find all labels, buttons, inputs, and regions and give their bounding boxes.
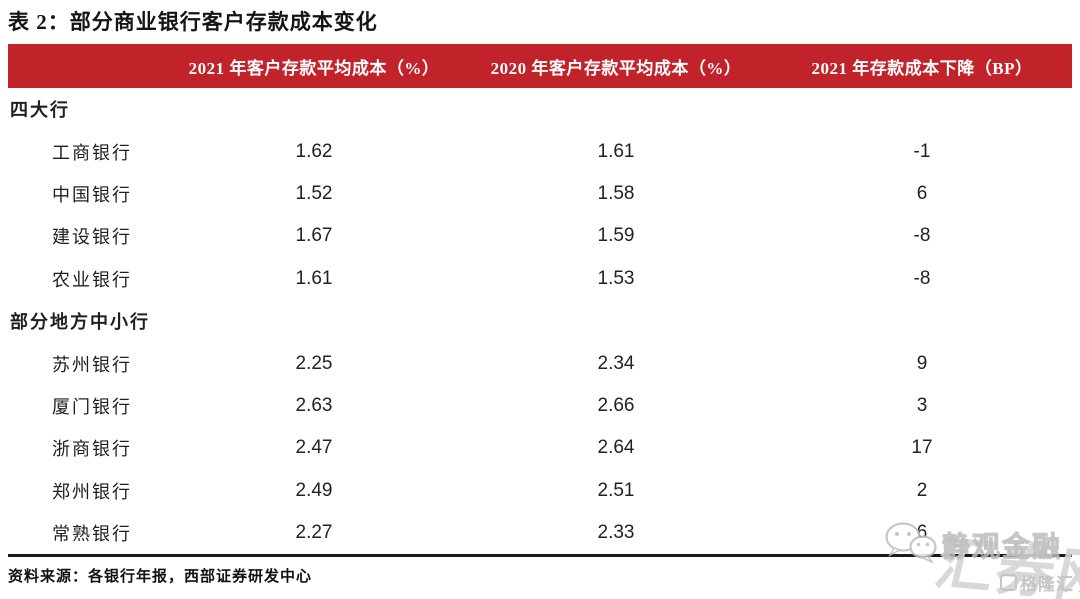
table-row: 浙商银行 2.47 2.64 17 — [8, 427, 1072, 469]
watermark-badge: 格隆汇 — [1000, 570, 1074, 595]
table-row: 常熟银行 2.27 2.33 6 — [8, 512, 1072, 554]
cost-2021: 2.49 — [295, 479, 333, 501]
bp-change: 6 — [916, 182, 928, 204]
bank-name: 苏州银行 — [52, 354, 132, 375]
cost-2021: 2.25 — [295, 352, 333, 374]
bp-change: 6 — [916, 522, 928, 544]
group-label: 四大行 — [10, 100, 70, 121]
badge-logo-icon — [1000, 574, 1017, 591]
bp-change: 2 — [916, 479, 928, 501]
bank-name: 郑州银行 — [52, 481, 132, 502]
table-group-row: 四大行 — [8, 88, 1072, 130]
bank-name: 建设银行 — [52, 227, 132, 248]
bp-change: 17 — [911, 437, 933, 459]
table-body: 四大行 工商银行 1.62 1.61 -1 中国银行 1.52 1.58 6 建… — [8, 88, 1072, 554]
table-row: 郑州银行 2.49 2.51 2 — [8, 470, 1072, 512]
table-row: 厦门银行 2.63 2.66 3 — [8, 385, 1072, 427]
cost-2020: 1.61 — [597, 140, 635, 162]
badge-label: 格隆汇 — [1020, 575, 1074, 594]
table-bottom-rule — [8, 554, 1072, 557]
bp-change: -8 — [913, 225, 931, 247]
cost-2021: 1.67 — [295, 225, 333, 247]
cost-2021: 2.63 — [295, 394, 333, 416]
cost-2020: 2.64 — [597, 437, 635, 459]
cost-2021: 1.61 — [295, 267, 333, 289]
cost-2020: 2.34 — [597, 352, 635, 374]
bank-name: 中国银行 — [52, 184, 132, 205]
bank-name: 农业银行 — [52, 269, 132, 290]
wechat-icon — [884, 521, 938, 568]
watermark-wechat-account-name: 静观金融 — [941, 531, 1063, 563]
cost-2020: 2.33 — [597, 522, 635, 544]
table-row: 农业银行 1.61 1.53 -8 — [8, 258, 1072, 300]
watermark-wechat: 静观金融 — [884, 521, 1062, 568]
bp-change: -1 — [913, 140, 931, 162]
table-group-row: 部分地方中小行 — [8, 300, 1072, 342]
cost-2021: 1.62 — [295, 140, 333, 162]
table-row: 中国银行 1.52 1.58 6 — [8, 173, 1072, 215]
bp-change: -8 — [913, 267, 931, 289]
cost-2021: 2.47 — [295, 437, 333, 459]
cost-2021: 1.52 — [295, 182, 333, 204]
cost-2020: 1.53 — [597, 267, 635, 289]
column-header-bp-decline: 2021 年存款成本下降（BP） — [811, 58, 1033, 78]
group-label: 部分地方中小行 — [10, 312, 150, 333]
cost-2020: 2.66 — [597, 394, 635, 416]
cost-2020: 2.51 — [597, 479, 635, 501]
table-row: 建设银行 1.67 1.59 -8 — [8, 215, 1072, 257]
column-header-2020-cost: 2020 年客户存款平均成本（%） — [490, 58, 742, 78]
bank-name: 常熟银行 — [52, 524, 132, 545]
table-title: 表 2：部分商业银行客户存款成本变化 — [8, 10, 378, 34]
source-note: 资料来源：各银行年报，西部证券研发中心 — [8, 569, 313, 585]
table-row: 苏州银行 2.25 2.34 9 — [8, 342, 1072, 384]
cost-2020: 1.59 — [597, 225, 635, 247]
bp-change: 3 — [916, 394, 928, 416]
bank-name: 浙商银行 — [52, 439, 132, 460]
bp-change: 9 — [916, 352, 928, 374]
cost-2021: 2.27 — [295, 522, 333, 544]
cost-2020: 1.58 — [597, 182, 635, 204]
table-row: 工商银行 1.62 1.61 -1 — [8, 130, 1072, 172]
table-header-row: 2021 年客户存款平均成本（%） 2020 年客户存款平均成本（%） 2021… — [8, 44, 1072, 88]
bank-name: 工商银行 — [52, 142, 132, 163]
column-header-2021-cost: 2021 年客户存款平均成本（%） — [188, 58, 440, 78]
bank-name: 厦门银行 — [52, 396, 132, 417]
